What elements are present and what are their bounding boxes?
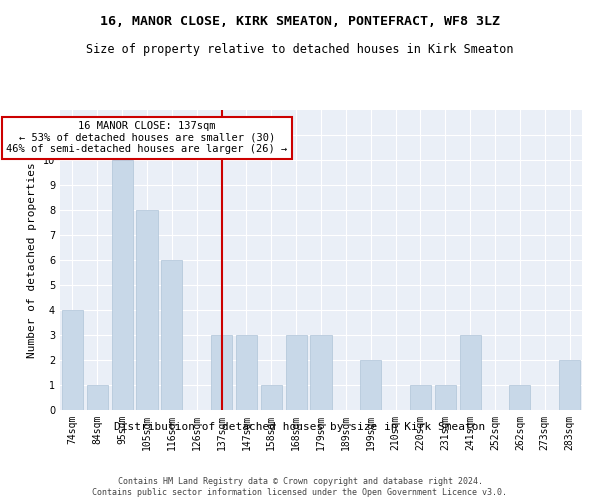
- Bar: [112, 160, 133, 410]
- Bar: [161, 260, 182, 410]
- Bar: [211, 335, 232, 410]
- Bar: [62, 310, 83, 410]
- Text: 16, MANOR CLOSE, KIRK SMEATON, PONTEFRACT, WF8 3LZ: 16, MANOR CLOSE, KIRK SMEATON, PONTEFRAC…: [100, 15, 500, 28]
- Bar: [87, 385, 108, 410]
- Bar: [310, 335, 332, 410]
- Bar: [460, 335, 481, 410]
- Bar: [261, 385, 282, 410]
- Text: 16 MANOR CLOSE: 137sqm
← 53% of detached houses are smaller (30)
46% of semi-det: 16 MANOR CLOSE: 137sqm ← 53% of detached…: [7, 121, 287, 154]
- Text: Distribution of detached houses by size in Kirk Smeaton: Distribution of detached houses by size …: [115, 422, 485, 432]
- Bar: [236, 335, 257, 410]
- Bar: [286, 335, 307, 410]
- Bar: [559, 360, 580, 410]
- Y-axis label: Number of detached properties: Number of detached properties: [28, 162, 37, 358]
- Bar: [360, 360, 381, 410]
- Bar: [435, 385, 456, 410]
- Bar: [410, 385, 431, 410]
- Bar: [509, 385, 530, 410]
- Text: Contains HM Land Registry data © Crown copyright and database right 2024.
Contai: Contains HM Land Registry data © Crown c…: [92, 478, 508, 497]
- Text: Size of property relative to detached houses in Kirk Smeaton: Size of property relative to detached ho…: [86, 42, 514, 56]
- Bar: [136, 210, 158, 410]
